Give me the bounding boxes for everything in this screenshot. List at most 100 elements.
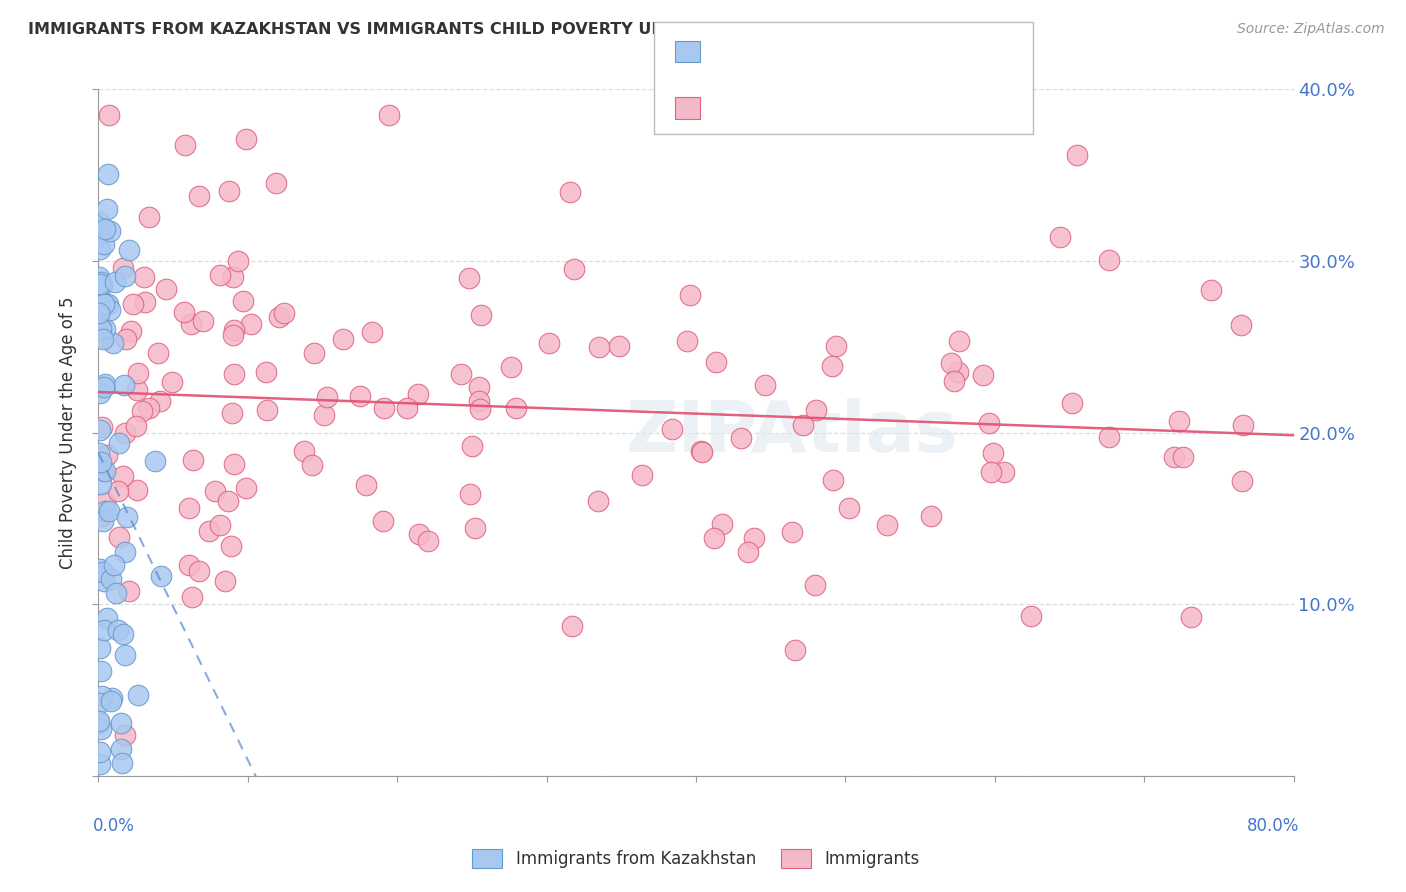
Point bbox=[120, 324, 142, 338]
Point bbox=[222, 328, 245, 343]
Point bbox=[96, 610, 118, 624]
Point bbox=[711, 517, 734, 532]
Point bbox=[332, 332, 354, 346]
Point bbox=[269, 310, 291, 324]
Point bbox=[96, 448, 118, 462]
Point bbox=[125, 419, 148, 434]
Point bbox=[804, 403, 827, 417]
Point bbox=[406, 387, 429, 401]
Point bbox=[302, 346, 325, 360]
Point bbox=[254, 365, 277, 379]
Point bbox=[122, 297, 145, 311]
Point bbox=[703, 531, 725, 545]
Point bbox=[222, 269, 245, 284]
Point bbox=[468, 393, 491, 408]
Text: R =: R = bbox=[711, 94, 748, 112]
Point bbox=[187, 564, 209, 578]
Point bbox=[1163, 450, 1185, 464]
Point bbox=[114, 648, 136, 663]
Point bbox=[89, 215, 111, 229]
Point bbox=[173, 305, 195, 319]
Point bbox=[1199, 283, 1222, 297]
Point bbox=[93, 623, 115, 637]
Point bbox=[222, 457, 245, 471]
Point bbox=[114, 426, 136, 441]
Point bbox=[89, 270, 111, 285]
Point bbox=[354, 478, 377, 492]
Point bbox=[464, 521, 486, 535]
Point bbox=[105, 586, 128, 600]
Point bbox=[679, 288, 702, 302]
Point bbox=[90, 508, 112, 523]
Point bbox=[97, 167, 120, 181]
Point bbox=[149, 569, 172, 583]
Point bbox=[93, 297, 115, 311]
Point bbox=[91, 464, 114, 478]
Point bbox=[631, 468, 654, 483]
Point bbox=[946, 365, 969, 379]
Point bbox=[96, 202, 118, 216]
Point bbox=[94, 296, 117, 310]
Text: -0.062: -0.062 bbox=[756, 94, 815, 112]
Point bbox=[209, 517, 232, 532]
Point bbox=[91, 332, 114, 346]
Text: ZIPAtlas: ZIPAtlas bbox=[626, 398, 957, 467]
Point bbox=[1168, 414, 1191, 428]
Point bbox=[94, 377, 117, 392]
Point bbox=[89, 715, 111, 730]
Point bbox=[373, 401, 395, 415]
Point bbox=[232, 293, 254, 308]
Point bbox=[1230, 474, 1253, 488]
Point bbox=[737, 545, 759, 559]
Text: IMMIGRANTS FROM KAZAKHSTAN VS IMMIGRANTS CHILD POVERTY UNDER THE AGE OF 5 CORREL: IMMIGRANTS FROM KAZAKHSTAN VS IMMIGRANTS… bbox=[28, 22, 1029, 37]
Point bbox=[943, 374, 966, 388]
Point bbox=[214, 574, 236, 588]
Point bbox=[100, 572, 122, 586]
Point bbox=[458, 487, 481, 501]
Point bbox=[90, 275, 112, 289]
Point bbox=[127, 689, 149, 703]
Point bbox=[349, 389, 371, 403]
Point bbox=[94, 503, 117, 517]
Point bbox=[149, 393, 172, 408]
Point bbox=[396, 401, 419, 415]
Text: N =: N = bbox=[817, 30, 865, 48]
Point bbox=[191, 314, 214, 328]
Point bbox=[94, 322, 117, 336]
Point bbox=[377, 108, 399, 122]
Point bbox=[177, 500, 200, 515]
Point bbox=[138, 210, 160, 224]
Point bbox=[90, 723, 112, 737]
Point bbox=[90, 322, 112, 336]
Point bbox=[825, 338, 848, 352]
Point bbox=[181, 452, 204, 467]
Point bbox=[127, 384, 149, 398]
Point bbox=[118, 243, 141, 257]
Point bbox=[107, 530, 129, 544]
Point bbox=[97, 297, 120, 311]
Point bbox=[993, 465, 1015, 479]
Point bbox=[197, 524, 219, 538]
Point bbox=[208, 268, 231, 282]
Point bbox=[222, 367, 245, 381]
Point bbox=[146, 345, 169, 359]
Point bbox=[312, 408, 335, 422]
Point bbox=[538, 336, 561, 351]
Point bbox=[256, 402, 278, 417]
Point bbox=[89, 423, 111, 437]
Point bbox=[94, 222, 117, 236]
Point bbox=[134, 295, 156, 310]
Point bbox=[217, 494, 239, 508]
Point bbox=[90, 278, 112, 293]
Point bbox=[91, 565, 114, 579]
Point bbox=[103, 558, 125, 572]
Point bbox=[562, 262, 585, 277]
Point bbox=[588, 340, 610, 354]
Point bbox=[980, 465, 1002, 479]
Point bbox=[315, 390, 337, 404]
Point bbox=[560, 619, 582, 633]
Point bbox=[1173, 450, 1195, 464]
Point bbox=[108, 436, 131, 450]
Text: 0.0%: 0.0% bbox=[93, 817, 135, 835]
Point bbox=[91, 419, 114, 434]
